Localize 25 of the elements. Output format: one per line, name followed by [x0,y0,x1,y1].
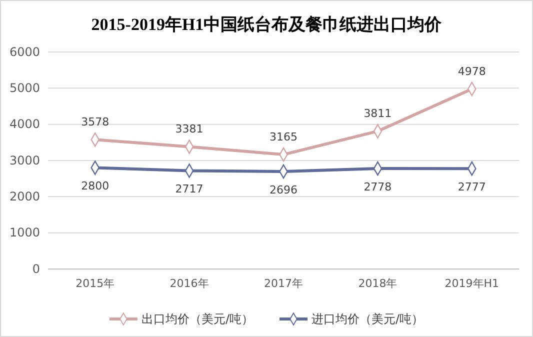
y-tick-label: 3000 [9,153,40,168]
data-label: 2800 [81,180,110,193]
x-tick-label: 2017年 [264,276,303,290]
data-label: 3165 [270,130,298,144]
data-label: 2778 [364,180,392,194]
y-tick-label: 4000 [9,117,40,132]
y-tick-label: 6000 [9,44,40,59]
x-tick-label: 2015年 [76,276,115,290]
data-label: 2717 [175,182,204,196]
y-tick-label: 5000 [9,81,40,96]
data-label: 2777 [458,180,486,194]
legend-label: 进口均价（美元/吨） [312,312,424,326]
x-tick-label: 2018年 [358,276,398,290]
data-label: 2696 [270,183,298,196]
data-label: 4978 [458,64,486,78]
data-label: 3578 [81,116,110,129]
chart-title: 2015-2019年H1中国纸台布及餐巾纸进出口均价 [91,15,443,34]
legend-label: 出口均价（美元/吨） [141,312,254,326]
x-tick-label: 2019年H1 [444,276,500,290]
y-tick-label: 0 [32,262,40,276]
y-tick-label: 1000 [9,226,40,240]
data-label: 3811 [364,107,392,120]
y-tick-label: 2000 [9,190,40,204]
data-label: 3381 [175,122,204,136]
x-tick-label: 2016年 [170,276,209,290]
